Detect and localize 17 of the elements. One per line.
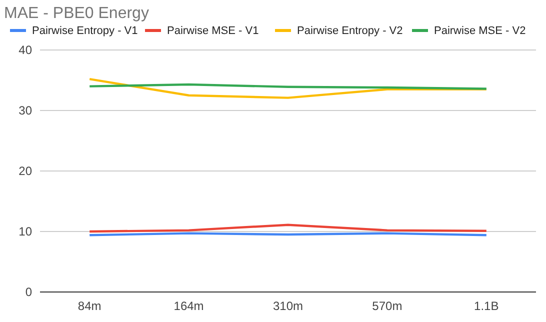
y-tick-label: 20	[18, 164, 32, 178]
x-tick-label: 1.1B	[474, 299, 499, 313]
line-series	[88, 78, 488, 99]
legend-label: Pairwise Entropy - V1	[32, 25, 138, 37]
chart-title: MAE - PBE0 Energy	[4, 5, 149, 22]
y-tick-label: 40	[18, 43, 32, 57]
x-tick-label: 164m	[174, 299, 204, 313]
legend-label: Pairwise MSE - V2	[434, 25, 526, 37]
y-tick-label: 0	[25, 285, 32, 299]
legend-label: Pairwise Entropy - V2	[297, 25, 403, 37]
y-tick-label: 30	[18, 104, 32, 118]
y-tick-label: 10	[18, 224, 32, 238]
x-tick-label: 310m	[272, 299, 304, 313]
x-tick-label: 84m	[78, 299, 102, 313]
x-tick-label: 570m	[372, 299, 402, 313]
legend-label: Pairwise MSE - V1	[167, 25, 259, 37]
line-series	[88, 224, 488, 233]
